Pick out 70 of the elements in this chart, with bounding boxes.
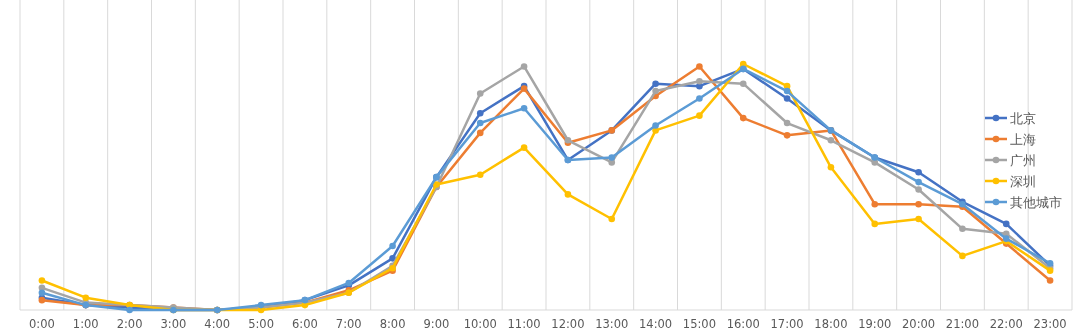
point bbox=[38, 277, 46, 284]
x-tick-label: 5:00 bbox=[248, 317, 274, 331]
x-tick-label: 21:00 bbox=[945, 317, 979, 331]
x-tick-label: 7:00 bbox=[335, 317, 362, 331]
point bbox=[696, 77, 703, 85]
point bbox=[1046, 277, 1054, 284]
point bbox=[915, 215, 922, 223]
point bbox=[696, 95, 703, 102]
point bbox=[520, 104, 528, 112]
point bbox=[520, 144, 528, 151]
point bbox=[476, 119, 484, 127]
point bbox=[652, 122, 659, 129]
legend-label: 上海 bbox=[1010, 131, 1036, 147]
point bbox=[783, 95, 791, 102]
x-tick-label: 9:00 bbox=[423, 317, 450, 331]
point bbox=[739, 114, 747, 122]
point bbox=[915, 186, 922, 193]
x-tick-label: 17:00 bbox=[770, 317, 804, 331]
point bbox=[827, 136, 835, 144]
point bbox=[696, 63, 703, 70]
point bbox=[476, 129, 484, 137]
legend-label: 其他城市 bbox=[1010, 194, 1062, 210]
legend-label: 北京 bbox=[1010, 110, 1036, 126]
point bbox=[608, 154, 616, 161]
legend-label: 广州 bbox=[1010, 152, 1036, 168]
point bbox=[82, 294, 90, 301]
x-tick-label: 23:00 bbox=[1033, 317, 1067, 331]
x-tick-label: 19:00 bbox=[858, 317, 892, 331]
x-tick-label: 0:00 bbox=[29, 317, 55, 331]
x-tick-label: 12:00 bbox=[551, 317, 585, 331]
point bbox=[739, 80, 747, 87]
point bbox=[696, 112, 703, 119]
x-tick-label: 3:00 bbox=[160, 317, 187, 331]
point bbox=[915, 168, 922, 176]
point bbox=[476, 90, 484, 97]
x-tick-label: 11:00 bbox=[507, 317, 541, 331]
point bbox=[520, 63, 528, 70]
point bbox=[38, 289, 46, 297]
point bbox=[564, 191, 572, 198]
point bbox=[389, 242, 396, 250]
point bbox=[652, 80, 659, 87]
x-tick-label: 10:00 bbox=[463, 317, 497, 331]
point bbox=[871, 220, 879, 228]
point bbox=[1002, 220, 1010, 228]
x-tick-label: 6:00 bbox=[292, 317, 318, 331]
x-tick-label: 1:00 bbox=[72, 317, 99, 331]
point bbox=[783, 132, 791, 139]
legend-label: 深圳 bbox=[1010, 173, 1036, 189]
x-tick-label: 16:00 bbox=[726, 317, 760, 331]
point bbox=[608, 215, 616, 223]
x-tick-label: 4:00 bbox=[204, 317, 231, 331]
x-tick-label: 15:00 bbox=[682, 317, 716, 331]
x-tick-label: 2:00 bbox=[116, 317, 143, 331]
point bbox=[915, 178, 922, 186]
point bbox=[476, 171, 484, 178]
x-tick-label: 14:00 bbox=[639, 317, 673, 331]
point bbox=[476, 109, 484, 117]
point bbox=[959, 252, 966, 260]
point bbox=[915, 200, 922, 208]
point bbox=[783, 87, 791, 95]
point bbox=[827, 164, 835, 171]
point bbox=[783, 119, 791, 127]
point bbox=[652, 87, 659, 95]
x-tick-label: 13:00 bbox=[595, 317, 629, 331]
point bbox=[959, 225, 966, 233]
x-tick-label: 8:00 bbox=[379, 317, 406, 331]
x-tick-label: 18:00 bbox=[814, 317, 848, 331]
point bbox=[871, 200, 879, 208]
x-tick-label: 22:00 bbox=[989, 317, 1023, 331]
x-tick-label: 20:00 bbox=[902, 317, 936, 331]
